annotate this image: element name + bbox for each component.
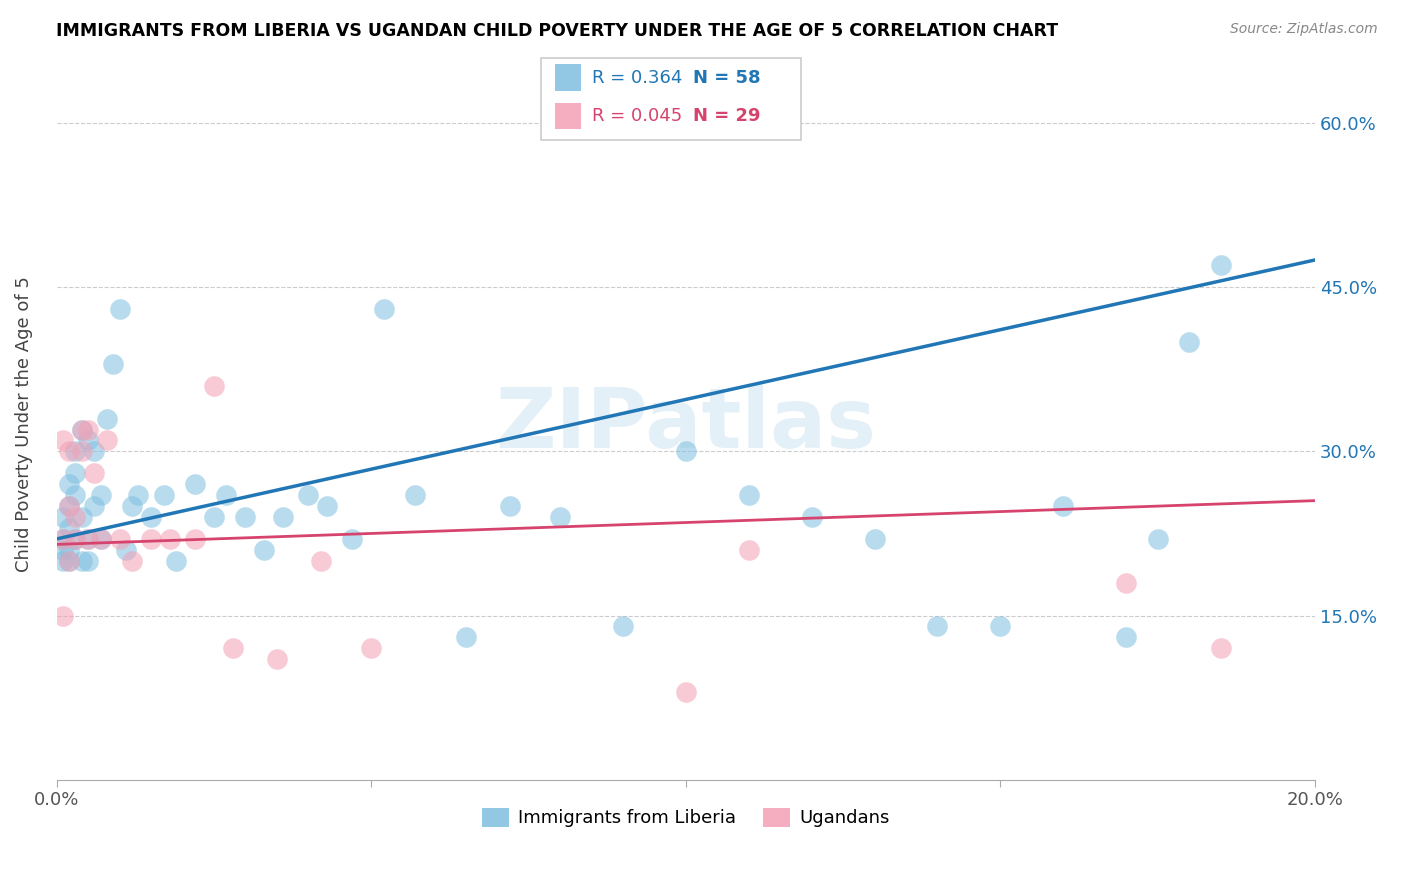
Point [65, 532, 87, 546]
Y-axis label: Child Poverty Under the Age of 5: Child Poverty Under the Age of 5 [15, 277, 32, 572]
Point [309, 554, 332, 568]
Point [612, 619, 634, 633]
Point [184, 477, 207, 491]
Point [675, 444, 697, 458]
Point [202, 378, 225, 392]
Point [1209, 259, 1232, 273]
Point [58, 521, 80, 535]
Point [58, 499, 80, 513]
Point [96, 434, 118, 448]
Point [77, 434, 100, 448]
Point [1052, 499, 1074, 513]
Text: IMMIGRANTS FROM LIBERIA VS UGANDAN CHILD POVERTY UNDER THE AGE OF 5 CORRELATION : IMMIGRANTS FROM LIBERIA VS UGANDAN CHILD… [56, 22, 1059, 40]
Point [1115, 631, 1137, 645]
Point [738, 488, 761, 502]
Point [253, 542, 276, 557]
Point [70, 423, 93, 437]
Point [83, 467, 105, 481]
Point [70, 510, 93, 524]
Point [235, 510, 257, 524]
Point [360, 641, 382, 656]
Point [83, 499, 105, 513]
Point [58, 444, 80, 458]
Point [108, 532, 131, 546]
Text: R = 0.045: R = 0.045 [592, 107, 682, 125]
Point [373, 302, 395, 317]
Point [65, 532, 87, 546]
Point [139, 532, 162, 546]
Point [152, 488, 174, 502]
Point [927, 619, 949, 633]
Point [52, 532, 75, 546]
Point [108, 302, 131, 317]
Legend: Immigrants from Liberia, Ugandans: Immigrants from Liberia, Ugandans [475, 801, 897, 835]
Point [297, 488, 319, 502]
Point [863, 532, 886, 546]
Point [70, 554, 93, 568]
Point [77, 532, 100, 546]
Point [65, 444, 87, 458]
Point [738, 542, 761, 557]
Point [52, 608, 75, 623]
Point [58, 554, 80, 568]
Point [316, 499, 339, 513]
Point [1178, 334, 1201, 349]
Point [96, 411, 118, 425]
Point [202, 510, 225, 524]
Point [159, 532, 181, 546]
Point [77, 554, 100, 568]
Text: N = 29: N = 29 [693, 107, 761, 125]
Point [83, 444, 105, 458]
Text: R = 0.364: R = 0.364 [592, 69, 682, 87]
Point [139, 510, 162, 524]
Point [548, 510, 571, 524]
Point [800, 510, 823, 524]
Point [454, 631, 477, 645]
Point [114, 542, 136, 557]
Point [498, 499, 520, 513]
Point [127, 488, 149, 502]
Point [65, 467, 87, 481]
Point [70, 423, 93, 437]
Point [121, 499, 143, 513]
Point [1209, 641, 1232, 656]
Point [65, 510, 87, 524]
Point [90, 532, 112, 546]
Point [52, 542, 75, 557]
Point [222, 641, 245, 656]
Point [90, 532, 112, 546]
Point [52, 532, 75, 546]
Text: N = 58: N = 58 [693, 69, 761, 87]
Point [165, 554, 187, 568]
Point [675, 685, 697, 699]
Point [988, 619, 1011, 633]
Point [70, 444, 93, 458]
Point [77, 532, 100, 546]
Point [58, 499, 80, 513]
Point [58, 542, 80, 557]
Point [121, 554, 143, 568]
Point [77, 423, 100, 437]
Text: ZIPatlas: ZIPatlas [495, 384, 876, 465]
Point [1115, 575, 1137, 590]
Point [52, 554, 75, 568]
Point [184, 532, 207, 546]
Point [65, 488, 87, 502]
Point [58, 554, 80, 568]
Point [271, 510, 294, 524]
Point [52, 510, 75, 524]
Point [266, 652, 288, 666]
Text: Source: ZipAtlas.com: Source: ZipAtlas.com [1230, 22, 1378, 37]
Point [52, 434, 75, 448]
Point [103, 357, 125, 371]
Point [404, 488, 426, 502]
Point [342, 532, 364, 546]
Point [58, 477, 80, 491]
Point [215, 488, 238, 502]
Point [1146, 532, 1168, 546]
Point [90, 488, 112, 502]
